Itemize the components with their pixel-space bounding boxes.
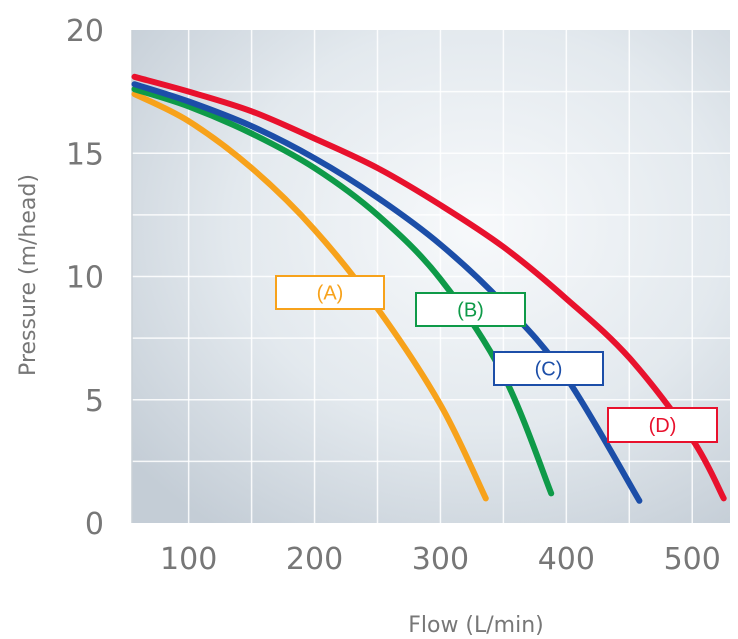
series-label-box-1 [415,292,526,327]
x-tick-label: 300 [412,542,469,577]
x-tick-label: 400 [538,542,595,577]
y-tick-label: 20 [66,14,104,49]
series-line-0 [131,91,489,502]
y-tick-label: 0 [85,507,104,542]
series-label-2: (C) [535,359,563,381]
series-labels: (A) (B) (C) (D) [275,275,718,443]
series-label-1: (B) [457,300,484,322]
y-axis-title: Pressure (m/head) [16,174,41,376]
x-tick-label: 100 [160,542,217,577]
y-tick-label: 15 [66,137,104,172]
y-tick-label: 10 [66,261,104,296]
series-label-box-0 [275,275,385,310]
series-label-3: (D) [649,415,677,437]
x-tick-label: 500 [664,542,721,577]
tick-labels: 0 5 10 15 20 100 200 300 400 500 [66,14,721,577]
series-label-0: (A) [317,283,344,305]
x-tick-label: 200 [286,542,343,577]
series-line-3 [131,73,727,502]
y-tick-label: 5 [85,384,104,419]
series-label-box-2 [493,351,604,386]
x-axis-title: Flow (L/min) [408,613,544,638]
series-label-box-3 [607,407,718,443]
